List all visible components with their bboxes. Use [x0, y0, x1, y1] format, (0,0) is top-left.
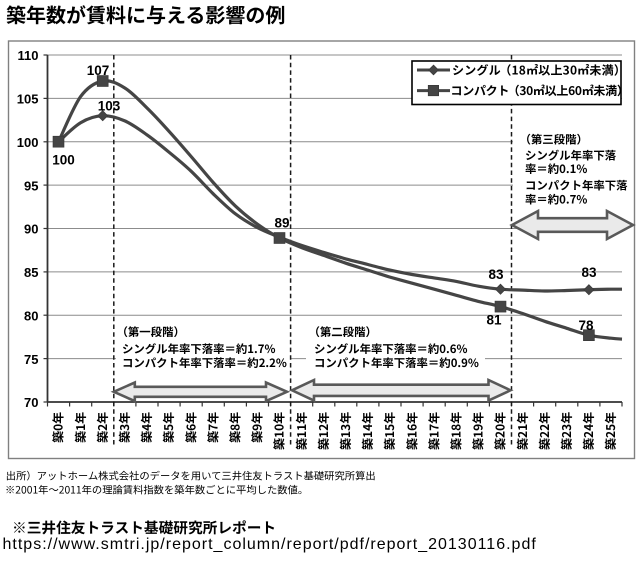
svg-text:110: 110: [18, 48, 39, 63]
svg-text:築24年: 築24年: [580, 412, 597, 450]
svg-text:築16年: 築16年: [403, 412, 420, 450]
svg-text:（第三段階）: （第三段階）: [520, 131, 588, 147]
svg-text:70: 70: [24, 395, 38, 410]
svg-text:（第一段階）: （第一段階）: [117, 324, 185, 340]
svg-text:105: 105: [17, 92, 39, 107]
svg-text:築8年: 築8年: [227, 412, 244, 443]
svg-text:築7年: 築7年: [204, 412, 221, 443]
svg-text:築17年: 築17年: [425, 412, 442, 450]
svg-text:築5年: 築5年: [160, 412, 177, 443]
svg-text:107: 107: [87, 63, 110, 78]
svg-text:コンパクト年率下落率＝約0.9%: コンパクト年率下落率＝約0.9%: [314, 355, 479, 371]
svg-text:築14年: 築14年: [359, 412, 376, 450]
svg-text:築6年: 築6年: [182, 412, 199, 443]
svg-text:築年数が賃料に与える影響の例: 築年数が賃料に与える影響の例: [6, 0, 285, 29]
svg-text:シングル年率下落: シングル年率下落: [525, 148, 617, 164]
svg-text:83: 83: [581, 265, 597, 280]
svg-text:80: 80: [24, 308, 38, 323]
svg-text:築10年: 築10年: [271, 412, 288, 450]
svg-text:https://www.smtri.jp/report_co: https://www.smtri.jp/report_column/repor…: [3, 536, 537, 553]
svg-text:出所）アットホーム株式会社のデータを用いて三井住友トラスト基: 出所）アットホーム株式会社のデータを用いて三井住友トラスト基礎研究所算出: [6, 467, 376, 482]
svg-text:（第二段階）: （第二段階）: [309, 324, 377, 340]
svg-text:築21年: 築21年: [514, 412, 531, 450]
svg-text:83: 83: [488, 267, 504, 282]
svg-text:85: 85: [24, 265, 38, 280]
svg-text:シングル年率下落率＝約1.7%: シングル年率下落率＝約1.7%: [122, 341, 275, 357]
svg-text:コンパクト年率下落率＝約2.2%: コンパクト年率下落率＝約2.2%: [122, 355, 287, 371]
svg-text:築20年: 築20年: [492, 412, 509, 450]
svg-text:築0年: 築0年: [50, 412, 67, 443]
svg-text:103: 103: [98, 99, 121, 114]
svg-text:78: 78: [578, 318, 594, 333]
svg-text:築9年: 築9年: [249, 412, 266, 443]
svg-text:築23年: 築23年: [558, 412, 575, 450]
svg-text:シングル（18㎡以上30㎡未満）: シングル（18㎡以上30㎡未満）: [452, 61, 626, 78]
svg-text:75: 75: [24, 352, 38, 367]
svg-text:率＝約0.7%: 率＝約0.7%: [525, 192, 587, 208]
svg-text:90: 90: [24, 222, 38, 237]
svg-text:100: 100: [52, 153, 75, 168]
svg-text:築1年: 築1年: [72, 412, 89, 443]
svg-text:コンパクト年率下落: コンパクト年率下落: [525, 177, 628, 193]
svg-text:築25年: 築25年: [602, 412, 619, 450]
svg-text:築4年: 築4年: [138, 412, 155, 443]
svg-text:率＝約0.1%: 率＝約0.1%: [525, 161, 587, 177]
svg-text:築11年: 築11年: [293, 412, 310, 450]
svg-text:コンパクト（30㎡以上60㎡未満）: コンパクト（30㎡以上60㎡未満）: [451, 82, 629, 99]
svg-text:築12年: 築12年: [315, 412, 332, 450]
svg-text:築15年: 築15年: [381, 412, 398, 450]
svg-text:81: 81: [486, 313, 502, 328]
svg-text:築19年: 築19年: [470, 412, 487, 450]
svg-text:※2001年～2011年の理論賃料指数を築年数ごとに平均した: ※2001年～2011年の理論賃料指数を築年数ごとに平均した数値。: [5, 481, 308, 496]
svg-text:89: 89: [274, 216, 289, 231]
svg-text:築3年: 築3年: [116, 412, 133, 443]
svg-text:築13年: 築13年: [337, 412, 354, 450]
svg-text:築2年: 築2年: [94, 412, 111, 443]
svg-text:100: 100: [17, 135, 39, 150]
svg-text:築18年: 築18年: [448, 412, 465, 450]
svg-text:築22年: 築22年: [536, 412, 553, 450]
svg-text:※三井住友トラスト基礎研究所レポート: ※三井住友トラスト基礎研究所レポート: [12, 517, 276, 538]
svg-text:95: 95: [24, 178, 38, 193]
svg-text:シングル年率下落率＝約0.6%: シングル年率下落率＝約0.6%: [314, 341, 467, 357]
